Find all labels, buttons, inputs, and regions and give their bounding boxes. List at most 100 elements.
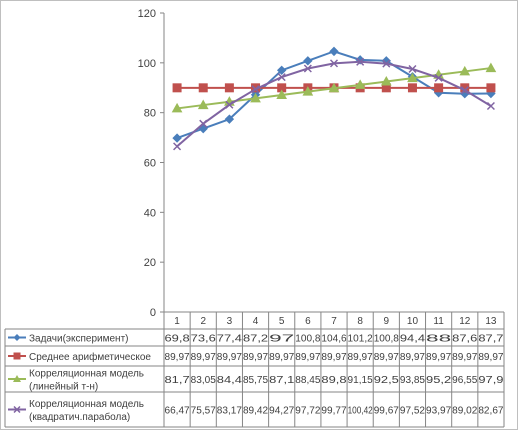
data-point-series-3 bbox=[250, 92, 261, 103]
data-point-series-3 bbox=[302, 86, 314, 96]
data-table-cell: 81,7 bbox=[165, 375, 191, 386]
data-point-series-4 bbox=[199, 119, 208, 128]
data-table-cell: 87,7 bbox=[478, 334, 504, 345]
data-point-series-4 bbox=[303, 64, 312, 73]
data-table-cell: 83,05 bbox=[191, 375, 217, 386]
data-table-cell: 89,97 bbox=[269, 352, 295, 363]
data-table-cell: 95,2 bbox=[426, 375, 452, 386]
data-point-series-4 bbox=[408, 64, 417, 74]
data-point-series-1 bbox=[303, 56, 313, 66]
data-point-series-4 bbox=[251, 85, 260, 94]
legend-entry-label: Среднее арифметическое bbox=[29, 351, 151, 363]
data-point-series-2 bbox=[434, 83, 444, 93]
y-tick-label: 0 bbox=[150, 307, 156, 319]
data-table-cell: 87,6 bbox=[452, 334, 478, 345]
data-table-cell: 89,02 bbox=[452, 406, 478, 417]
legend-triangle-icon bbox=[13, 375, 21, 382]
data-table-cell: 101,2 bbox=[348, 334, 374, 345]
data-point-series-1 bbox=[224, 114, 235, 124]
data-table-cell: 89,97 bbox=[217, 352, 243, 363]
data-table-cell: 85,75 bbox=[243, 375, 269, 386]
data-table-cell: 89,97 bbox=[165, 352, 191, 363]
data-table-cell: 89,97 bbox=[295, 352, 321, 363]
data-table-cell: 82,67 bbox=[478, 406, 504, 417]
data-point-series-4 bbox=[173, 142, 182, 151]
data-table-cell: 99,77 bbox=[321, 406, 347, 417]
data-table-cell: 87,2 bbox=[243, 334, 269, 345]
data-point-series-2 bbox=[486, 83, 496, 93]
data-table-cell: 89,42 bbox=[243, 406, 269, 417]
x-tick-label: 8 bbox=[357, 316, 363, 327]
data-point-series-1 bbox=[276, 65, 287, 76]
legend-entry-label: Задачи(эксперимент) bbox=[29, 334, 129, 345]
data-table-cell: 89,97 bbox=[321, 352, 347, 363]
data-point-series-1 bbox=[329, 46, 339, 57]
y-tick-label: 100 bbox=[138, 58, 156, 70]
data-table-cell: 97 bbox=[269, 334, 295, 345]
x-tick-label: 10 bbox=[407, 316, 419, 327]
data-table-cell: 69,8 bbox=[165, 334, 191, 345]
data-point-series-3 bbox=[485, 62, 497, 73]
data-table-cell: 88 bbox=[426, 334, 452, 345]
data-point-series-4 bbox=[434, 73, 443, 82]
data-table-cell: 89,97 bbox=[478, 352, 504, 363]
data-table-cell: 89,97 bbox=[452, 352, 478, 363]
legend-entry-label: (квадратич.парабола) bbox=[29, 411, 130, 423]
data-point-series-4 bbox=[460, 86, 469, 95]
data-point-series-2 bbox=[198, 83, 208, 93]
y-tick-label: 80 bbox=[144, 108, 156, 120]
data-table-cell: 77,4 bbox=[217, 334, 243, 345]
data-point-series-3 bbox=[459, 65, 471, 76]
data-point-series-4 bbox=[329, 59, 339, 68]
data-table-cell: 97,72 bbox=[295, 406, 321, 417]
data-point-series-2 bbox=[172, 83, 182, 93]
data-table-cell: 93,85 bbox=[400, 375, 426, 386]
x-tick-label: 6 bbox=[305, 316, 311, 327]
data-table-cell: 97,52 bbox=[400, 406, 426, 417]
data-table-cell: 96,55 bbox=[452, 375, 478, 386]
x-tick-label: 5 bbox=[279, 316, 285, 327]
data-table-cell: 93,97 bbox=[426, 406, 452, 417]
data-table-cell: 92,5 bbox=[374, 375, 400, 386]
data-point-series-4 bbox=[486, 101, 495, 111]
series bbox=[171, 46, 497, 151]
axes: 0 20 40 60 80 100 120 bbox=[138, 8, 165, 319]
data-table-cell: 89,97 bbox=[426, 352, 452, 363]
data-table-cell: 94,4 bbox=[400, 334, 426, 345]
data-table-cell: 99,67 bbox=[374, 406, 400, 417]
data-point-series-4 bbox=[277, 73, 286, 82]
x-tick-label: 4 bbox=[253, 316, 259, 327]
data-table-cell: 87,1 bbox=[269, 375, 295, 386]
data-table-cell: 83,17 bbox=[217, 406, 243, 417]
x-tick-label: 1 bbox=[174, 316, 180, 327]
legend-entry-label: Корреляционная модель bbox=[29, 369, 144, 380]
data-table-cell: 89,97 bbox=[191, 352, 217, 363]
x-tick-label: 3 bbox=[227, 316, 233, 327]
data-point-series-4 bbox=[356, 57, 365, 66]
x-tick-label: 11 bbox=[433, 316, 444, 327]
data-point-series-2 bbox=[224, 83, 234, 93]
legend-diamond-icon bbox=[13, 334, 21, 341]
data-point-series-4 bbox=[225, 100, 234, 109]
data-point-series-3 bbox=[328, 82, 340, 93]
legend-entry-label: Корреляционная модель bbox=[29, 399, 144, 410]
data-table-cell: 97,9 bbox=[478, 375, 504, 386]
data-point-series-3 bbox=[354, 79, 366, 89]
data-table-cell: 91,15 bbox=[348, 375, 374, 386]
y-tick-label: 60 bbox=[144, 158, 156, 170]
data-point-series-2 bbox=[407, 83, 417, 93]
data-table-cell: 66,47 bbox=[165, 406, 191, 417]
data-table-cell: 100,8 bbox=[374, 334, 400, 345]
data-table-cell: 94,27 bbox=[269, 406, 295, 417]
data-table-cell: 100,8 bbox=[295, 334, 321, 345]
legend-x-icon bbox=[13, 405, 21, 414]
data-point-series-1 bbox=[172, 133, 182, 143]
data-table-cell: 100,42 bbox=[348, 406, 374, 417]
data-point-series-3 bbox=[380, 76, 392, 86]
data-point-series-3 bbox=[276, 89, 288, 99]
data-table-cell: 75,57 bbox=[191, 406, 217, 417]
